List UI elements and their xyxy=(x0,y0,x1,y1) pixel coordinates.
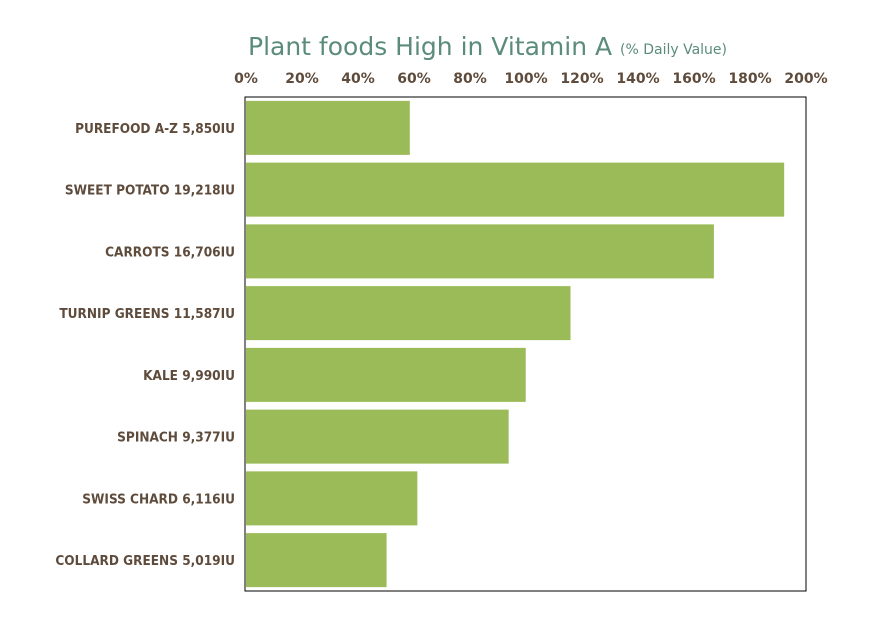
category-label: SWISS CHARD 6,116IU xyxy=(82,491,235,507)
category-label: KALE 9,990IU xyxy=(143,368,235,384)
x-tick-label: 40% xyxy=(341,71,375,87)
bar xyxy=(246,162,785,217)
x-tick-label: 160% xyxy=(672,71,715,87)
category-label: SWEET POTATO 19,218IU xyxy=(65,183,235,199)
x-tick-label: 120% xyxy=(560,71,603,87)
x-tick-label: 60% xyxy=(397,71,431,87)
chart-title: Plant foods High in Vitamin A xyxy=(248,32,612,61)
x-tick-label: 80% xyxy=(453,71,487,87)
bar xyxy=(246,409,509,464)
bar xyxy=(246,471,418,526)
x-tick-label: 200% xyxy=(784,71,827,87)
category-label: CARROTS 16,706IU xyxy=(105,244,235,260)
bar xyxy=(246,533,387,588)
category-label: PUREFOOD A-Z 5,850IU xyxy=(75,121,235,137)
bar xyxy=(246,224,714,279)
bar xyxy=(246,100,410,155)
plot-area-border xyxy=(244,96,807,592)
x-tick-label: 100% xyxy=(504,71,547,87)
bar xyxy=(246,347,526,402)
category-label: SPINACH 9,377IU xyxy=(117,430,235,446)
x-tick-label: 20% xyxy=(285,71,319,87)
chart-subtitle: (% Daily Value) xyxy=(620,42,727,58)
category-label: COLLARD GREENS 5,019IU xyxy=(55,553,235,569)
x-tick-label: 140% xyxy=(616,71,659,87)
category-label: TURNIP GREENS 11,587IU xyxy=(59,306,235,322)
x-tick-label: 0% xyxy=(234,71,258,87)
x-tick-label: 180% xyxy=(728,71,771,87)
bar xyxy=(246,286,571,341)
